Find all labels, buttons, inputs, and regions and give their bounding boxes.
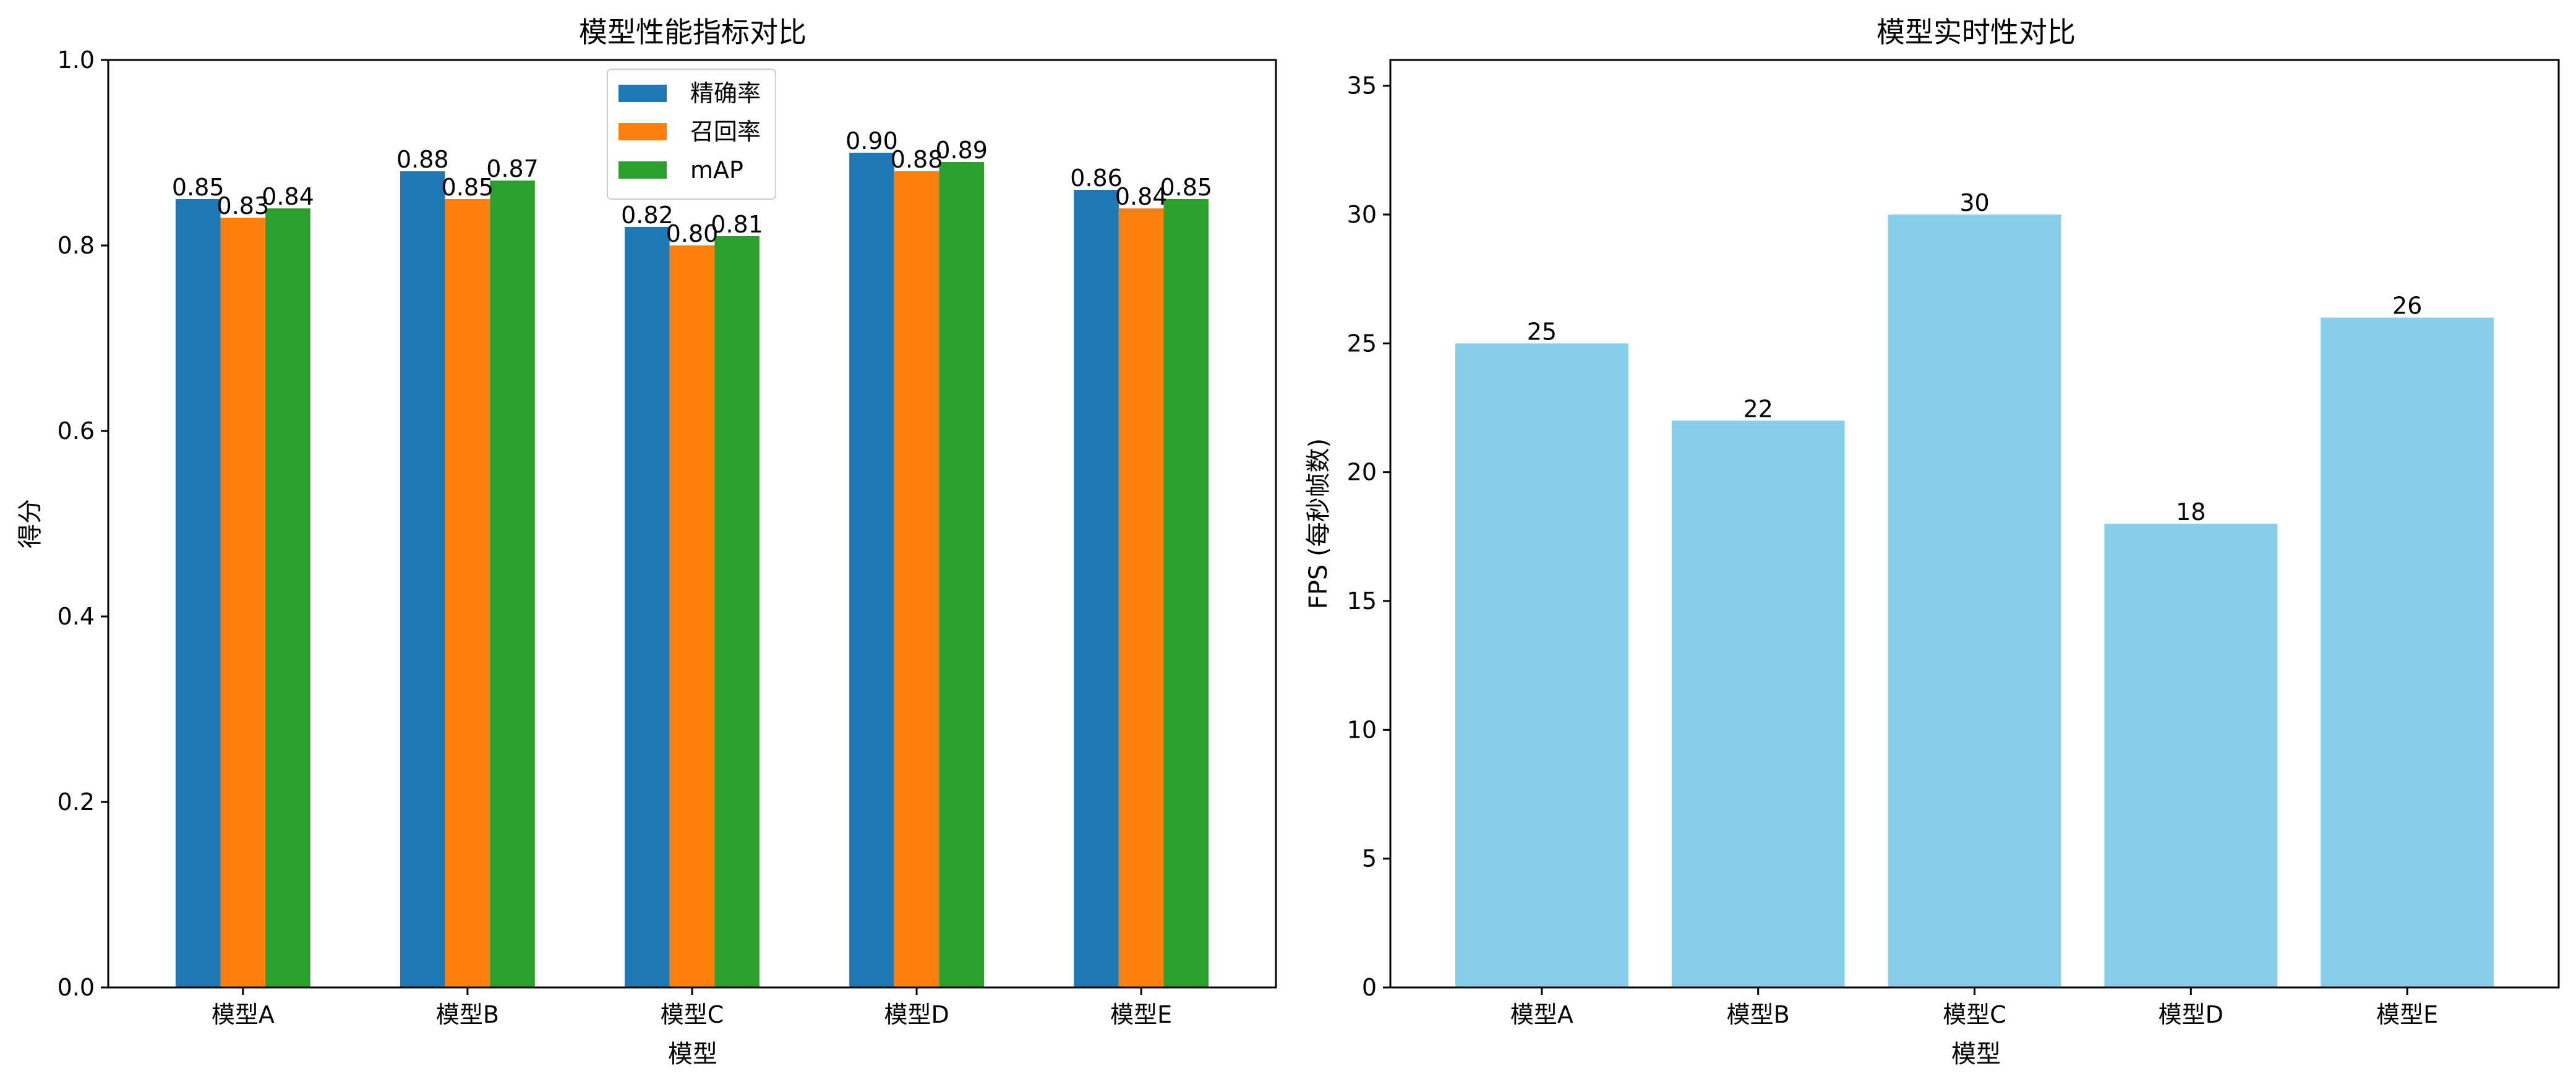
bar-1-3	[894, 171, 939, 987]
chart2-title: 模型实时性对比	[1876, 15, 2076, 49]
chart2-data-labels: 25 22 30 18 26	[1527, 189, 2423, 526]
x-tick-label: 模型B	[436, 1001, 499, 1028]
fps-bar-4	[2321, 317, 2494, 987]
legend-label-precision: 精确率	[690, 80, 761, 107]
x-tick-label: 模型E	[1110, 1001, 1172, 1028]
legend-label-recall: 召回率	[690, 118, 761, 145]
bar-value-label: 0.85	[172, 174, 225, 201]
legend-swatch-precision	[618, 85, 667, 102]
bar-0-4	[1074, 190, 1119, 987]
legend-swatch-map	[618, 161, 667, 179]
bar-2-2	[714, 236, 760, 987]
chart2-x-ticks: 模型A 模型B 模型C 模型D 模型E	[1510, 987, 2438, 1028]
performance-chart: 模型性能指标对比 0.850.880.820.900.860.830.850.8…	[16, 15, 1277, 1068]
bar-value-label: 0.80	[666, 220, 719, 247]
y-tick-label: 30	[1347, 201, 1377, 228]
y-tick-label: 1.0	[58, 46, 95, 74]
legend-label-map: mAP	[690, 156, 743, 184]
bar-0-2	[625, 227, 670, 987]
fps-value-label: 30	[1959, 189, 1989, 216]
x-tick-label: 模型B	[1727, 1001, 1790, 1028]
bar-value-label: 0.85	[1160, 174, 1212, 201]
fps-value-label: 25	[1527, 318, 1557, 345]
bar-value-label: 0.84	[262, 183, 314, 210]
chart2-ylabel: FPS (每秒帧数)	[1304, 438, 1333, 609]
y-tick-label: 0.0	[58, 974, 95, 1001]
y-tick-label: 5	[1362, 845, 1377, 872]
x-tick-label: 模型A	[212, 1001, 275, 1028]
bar-1-1	[445, 199, 490, 987]
fps-bar-1	[1671, 420, 1845, 987]
legend-swatch-recall	[618, 123, 667, 140]
bar-1-2	[669, 245, 715, 987]
bar-2-1	[490, 181, 535, 987]
x-tick-label: 模型D	[884, 1001, 949, 1028]
fps-value-label: 26	[2392, 292, 2422, 320]
chart1-data-labels: 0.850.880.820.900.860.830.850.800.880.84…	[172, 127, 1212, 247]
bar-1-0	[220, 218, 266, 987]
bar-0-0	[175, 199, 221, 987]
y-tick-label: 0.2	[58, 788, 95, 816]
bar-2-4	[1163, 199, 1209, 987]
bar-value-label: 0.87	[486, 155, 539, 182]
y-tick-label: 0.8	[58, 232, 95, 259]
x-tick-label: 模型A	[1510, 1001, 1573, 1028]
x-tick-label: 模型D	[2159, 1001, 2223, 1028]
bar-value-label: 0.88	[891, 146, 943, 173]
chart1-ylabel: 得分	[16, 499, 45, 548]
bar-value-label: 0.82	[621, 202, 674, 229]
chart1-y-ticks: 0.0 0.2 0.4 0.6 0.8 1.0	[58, 46, 108, 1001]
fps-value-label: 18	[2176, 498, 2206, 526]
bar-value-label: 0.88	[396, 146, 449, 173]
chart2-bars	[1455, 215, 2494, 988]
bar-value-label: 0.85	[442, 174, 494, 201]
y-tick-label: 0.4	[58, 603, 95, 630]
bar-value-label: 0.90	[845, 127, 898, 155]
y-tick-label: 10	[1347, 716, 1377, 743]
fps-bar-3	[2104, 524, 2278, 987]
y-tick-label: 0	[1362, 974, 1377, 1001]
bar-2-0	[265, 208, 310, 987]
x-tick-label: 模型C	[661, 1001, 724, 1028]
x-tick-label: 模型C	[1943, 1001, 2006, 1028]
fps-bar-2	[1888, 215, 2061, 987]
y-tick-label: 0.6	[58, 417, 95, 445]
chart2-xlabel: 模型	[1951, 1040, 2001, 1068]
chart1-xlabel: 模型	[668, 1040, 717, 1068]
bar-value-label: 0.81	[711, 211, 763, 238]
bar-value-label: 0.89	[935, 137, 988, 164]
chart1-title: 模型性能指标对比	[579, 15, 807, 49]
fps-chart: 模型实时性对比 25 22 30 18 26 0 5 10 15 20 25 30 35 模型A 模型B…	[1304, 15, 2560, 1068]
y-tick-label: 15	[1347, 587, 1377, 615]
chart1-legend: 精确率 召回率 mAP	[607, 69, 776, 200]
chart2-y-ticks: 0 5 10 15 20 25 30 35	[1347, 72, 1390, 1001]
x-tick-label: 模型E	[2376, 1001, 2438, 1028]
chart1-x-ticks: 模型A 模型B 模型C 模型D 模型E	[212, 987, 1172, 1028]
bar-0-1	[400, 171, 445, 987]
bar-0-3	[849, 153, 894, 987]
bar-2-3	[939, 162, 984, 987]
chart1-bars	[175, 153, 1209, 987]
bar-1-4	[1118, 208, 1164, 987]
fps-bar-0	[1455, 343, 1628, 988]
fps-value-label: 22	[1744, 395, 1773, 422]
bar-value-label: 0.83	[217, 192, 270, 220]
y-tick-label: 20	[1347, 459, 1377, 486]
y-tick-label: 25	[1347, 330, 1377, 357]
bar-value-label: 0.84	[1115, 183, 1168, 210]
bar-value-label: 0.86	[1070, 164, 1123, 192]
y-tick-label: 35	[1347, 72, 1377, 100]
